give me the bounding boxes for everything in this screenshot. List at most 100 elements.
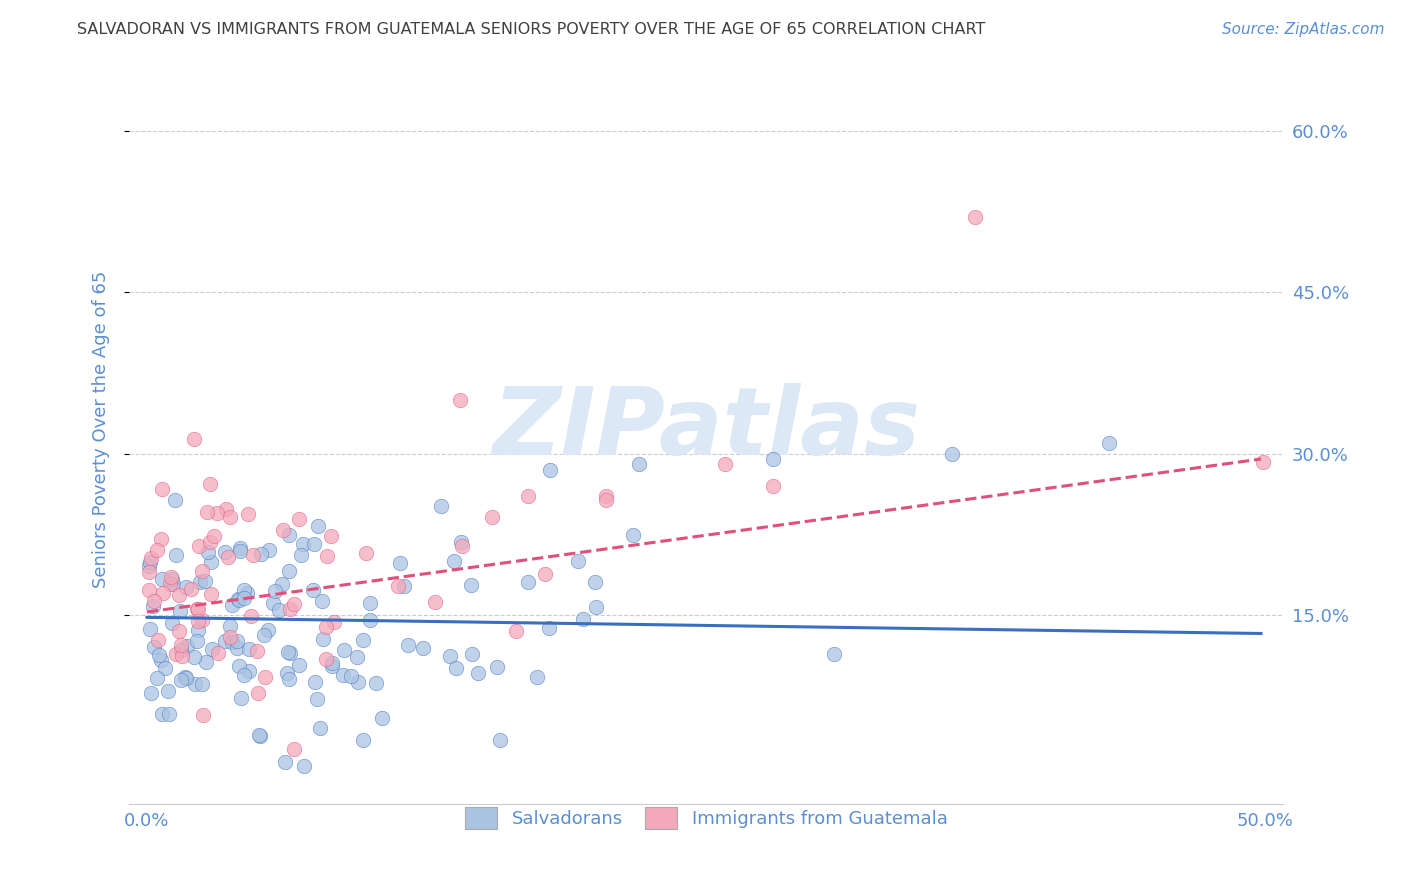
Point xyxy=(242,548,264,562)
Point xyxy=(139,555,162,569)
Point xyxy=(186,601,208,615)
Point xyxy=(534,566,557,581)
Point xyxy=(200,555,222,569)
Point xyxy=(287,658,309,673)
Point xyxy=(188,539,211,553)
Point xyxy=(142,599,165,613)
Point xyxy=(292,759,315,773)
Point xyxy=(269,603,291,617)
Point xyxy=(276,666,298,681)
Point xyxy=(537,621,560,635)
Point xyxy=(152,586,174,600)
Point xyxy=(941,447,963,461)
Point xyxy=(138,582,160,597)
Point xyxy=(302,582,325,597)
Point xyxy=(583,574,606,589)
Point xyxy=(146,671,169,685)
Point xyxy=(194,655,217,669)
Point xyxy=(332,643,354,657)
Point xyxy=(198,534,221,549)
Point xyxy=(176,639,198,653)
Point xyxy=(389,556,412,570)
Point xyxy=(321,529,343,543)
Point xyxy=(278,601,301,615)
Point xyxy=(628,458,651,472)
Point xyxy=(449,392,471,407)
Point xyxy=(190,565,212,579)
Point xyxy=(205,506,228,520)
Point xyxy=(283,597,305,611)
Point xyxy=(228,659,250,673)
Point xyxy=(201,642,224,657)
Point xyxy=(354,545,377,559)
Point xyxy=(229,690,252,705)
Point xyxy=(174,671,197,685)
Point xyxy=(186,601,208,615)
Point xyxy=(311,594,333,608)
Point xyxy=(238,641,260,656)
Point xyxy=(159,577,181,591)
Point xyxy=(233,668,256,682)
Point xyxy=(538,463,561,477)
Point xyxy=(194,574,217,588)
Point xyxy=(1251,455,1274,469)
Point xyxy=(308,721,330,735)
Point xyxy=(143,640,166,654)
Point xyxy=(139,686,162,700)
Point xyxy=(187,615,209,629)
Point xyxy=(359,596,381,610)
Point xyxy=(585,599,607,614)
Point xyxy=(197,545,219,559)
Point xyxy=(198,476,221,491)
Point xyxy=(172,649,194,664)
Point xyxy=(352,732,374,747)
Point xyxy=(160,615,183,630)
Point xyxy=(352,632,374,647)
Point xyxy=(262,596,284,610)
Point xyxy=(396,638,419,652)
Point xyxy=(323,615,346,629)
Point xyxy=(228,593,250,607)
Point xyxy=(595,493,617,508)
Point xyxy=(226,634,249,648)
Point xyxy=(364,675,387,690)
Point xyxy=(254,670,277,684)
Point xyxy=(226,591,249,606)
Point xyxy=(148,648,170,663)
Point xyxy=(430,499,453,513)
Point xyxy=(359,613,381,627)
Point xyxy=(467,665,489,680)
Point xyxy=(392,579,415,593)
Point xyxy=(307,519,329,533)
Point xyxy=(169,624,191,639)
Point xyxy=(228,543,250,558)
Point xyxy=(202,529,225,543)
Point xyxy=(332,668,354,682)
Point xyxy=(567,554,589,568)
Point xyxy=(240,608,263,623)
Point xyxy=(257,623,280,637)
Point xyxy=(162,577,184,591)
Point xyxy=(277,645,299,659)
Point xyxy=(150,707,173,722)
Point xyxy=(450,539,472,553)
Point xyxy=(481,510,503,524)
Point xyxy=(486,660,509,674)
Point xyxy=(219,509,242,524)
Point xyxy=(180,582,202,596)
Point xyxy=(340,668,363,682)
Point xyxy=(183,649,205,664)
Point xyxy=(387,579,409,593)
Point xyxy=(233,591,256,606)
Point xyxy=(191,677,214,691)
Point xyxy=(444,661,467,675)
Point xyxy=(246,686,269,700)
Point xyxy=(321,659,343,673)
Point xyxy=(257,543,280,558)
Point xyxy=(304,674,326,689)
Point xyxy=(236,507,259,521)
Point xyxy=(165,549,187,563)
Point xyxy=(311,632,333,646)
Point xyxy=(142,594,165,608)
Point xyxy=(139,622,162,636)
